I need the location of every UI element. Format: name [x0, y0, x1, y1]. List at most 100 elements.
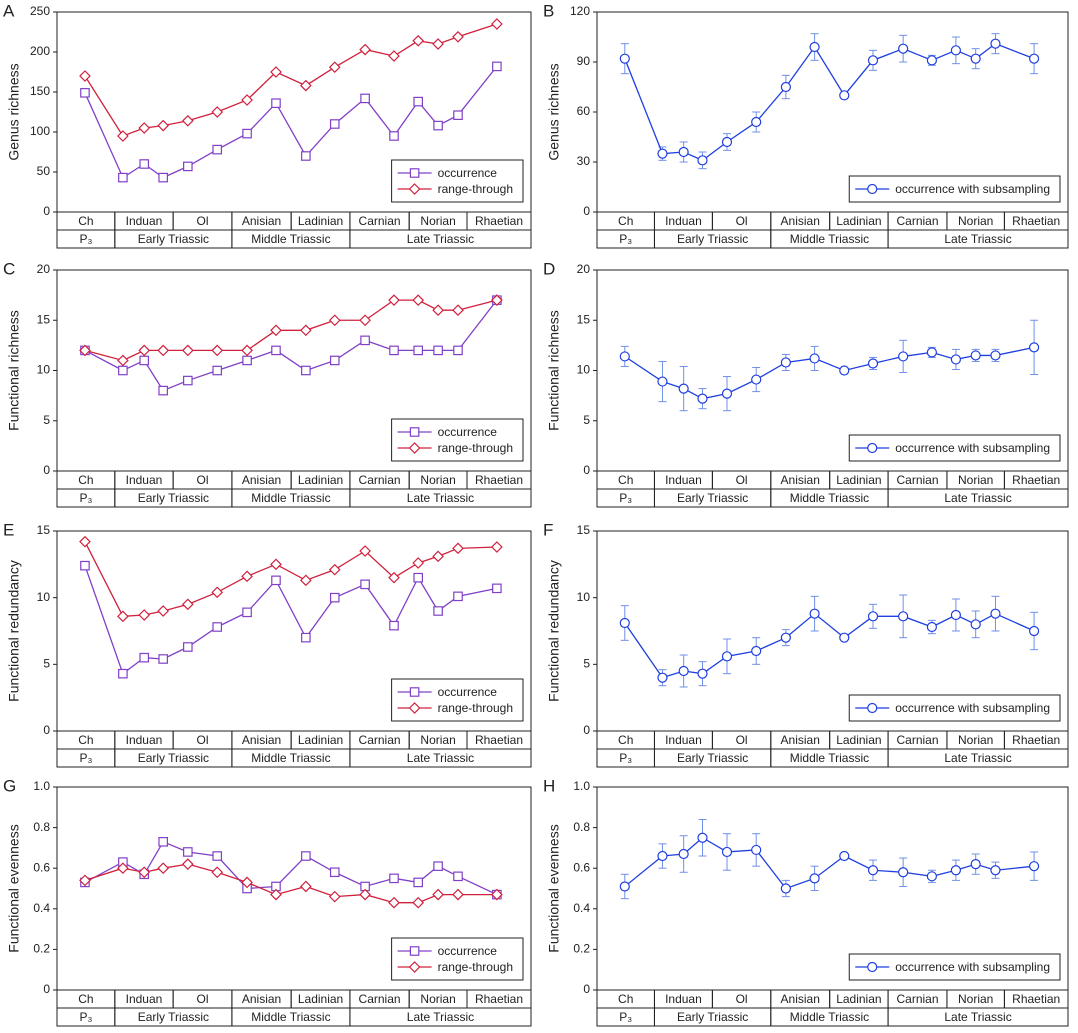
y-tick-label: 0.4 — [33, 901, 50, 915]
y-axis-label: Functional evenness — [546, 824, 562, 952]
period-label: Early Triassic — [138, 1010, 209, 1024]
stage-label: Ladinian — [298, 214, 343, 228]
y-tick-label: 15 — [37, 523, 51, 537]
point — [432, 304, 444, 317]
point — [183, 642, 193, 652]
stage-label: Ch — [618, 733, 633, 747]
series-line — [624, 612, 1035, 679]
point — [619, 617, 630, 629]
period-label: Middle Triassic — [251, 232, 330, 246]
point — [211, 866, 224, 879]
stage-label: Carnian — [359, 473, 401, 487]
y-axis-label: Functional richness — [546, 310, 562, 431]
period-label: P₃ — [79, 1010, 92, 1024]
legend-label: occurrence — [438, 685, 498, 699]
y-tick-label: 10 — [577, 363, 591, 377]
series-line — [84, 565, 498, 675]
stage-label: Carnian — [896, 733, 938, 747]
point — [181, 344, 194, 357]
period-cell — [349, 748, 532, 768]
point — [329, 355, 340, 366]
period-cell — [887, 748, 1069, 768]
point — [453, 110, 463, 120]
point — [212, 851, 223, 861]
y-axis-label: Functional redundancy — [6, 560, 22, 702]
point — [117, 610, 129, 623]
y-tick-label: 0 — [43, 463, 50, 477]
point — [139, 355, 150, 366]
period-label: Middle Triassic — [790, 751, 869, 765]
point — [970, 859, 981, 870]
period-label: Early Triassic — [677, 232, 748, 246]
point — [926, 871, 937, 882]
legend: occurrence range-through — [391, 418, 524, 462]
stage-label: Carnian — [359, 214, 401, 228]
stage-label: Anisian — [781, 214, 820, 228]
point — [158, 837, 168, 847]
point — [360, 93, 370, 104]
stage-label: Ch — [78, 214, 93, 228]
point — [990, 865, 1001, 876]
point — [329, 119, 340, 129]
period-label: Early Triassic — [138, 491, 209, 505]
point — [867, 611, 879, 622]
point — [751, 116, 762, 128]
stage-label: Anisian — [242, 214, 281, 228]
point — [412, 294, 425, 306]
point — [241, 876, 253, 889]
legend: occurrence range-through — [391, 159, 524, 203]
period-label: Early Triassic — [138, 232, 209, 246]
period-label: Middle Triassic — [251, 1010, 330, 1024]
point — [79, 70, 91, 82]
period-label: Middle Triassic — [251, 491, 330, 505]
y-tick-label: 30 — [577, 154, 591, 168]
point — [453, 871, 463, 882]
point — [491, 888, 503, 901]
point — [241, 94, 253, 106]
point — [211, 586, 224, 599]
legend-label: range-through — [438, 441, 513, 455]
point — [212, 365, 223, 376]
point — [158, 654, 168, 664]
legend-label: occurrence with subsampling — [895, 701, 1050, 715]
stage-label: Induan — [126, 733, 163, 747]
panel-label: D — [543, 259, 555, 278]
y-tick-label: 5 — [583, 413, 590, 427]
point — [389, 873, 399, 884]
point — [433, 345, 443, 356]
point — [433, 606, 443, 616]
period-label: P₃ — [79, 232, 92, 246]
stage-label: Ch — [78, 733, 93, 747]
point — [990, 350, 1001, 361]
stage-label: Induan — [665, 733, 702, 747]
stage-label: Anisian — [781, 992, 820, 1006]
stage-label: Anisian — [242, 992, 281, 1006]
point — [839, 90, 850, 101]
y-tick-label: 20 — [37, 262, 51, 276]
stage-label: Ol — [197, 992, 209, 1006]
y-tick-label: 5 — [583, 657, 590, 671]
legend-marker — [408, 183, 421, 195]
y-axis-label: Genus richness — [6, 63, 22, 160]
point — [452, 888, 464, 901]
point — [139, 159, 150, 169]
point — [139, 652, 150, 663]
point — [271, 98, 281, 108]
point — [183, 375, 193, 386]
point — [1028, 861, 1040, 872]
point — [926, 621, 937, 633]
stage-label: Ladinian — [836, 214, 881, 228]
point — [183, 161, 193, 172]
y-tick-label: 60 — [577, 104, 591, 118]
point — [432, 550, 444, 563]
point — [181, 858, 194, 870]
series-line — [84, 65, 498, 179]
point — [158, 172, 168, 183]
point — [328, 61, 341, 74]
point — [329, 592, 340, 603]
y-tick-label: 0 — [583, 463, 590, 477]
point — [412, 896, 425, 909]
stage-label: Ch — [78, 473, 93, 487]
point — [413, 96, 423, 107]
stage-label: Anisian — [781, 733, 820, 747]
